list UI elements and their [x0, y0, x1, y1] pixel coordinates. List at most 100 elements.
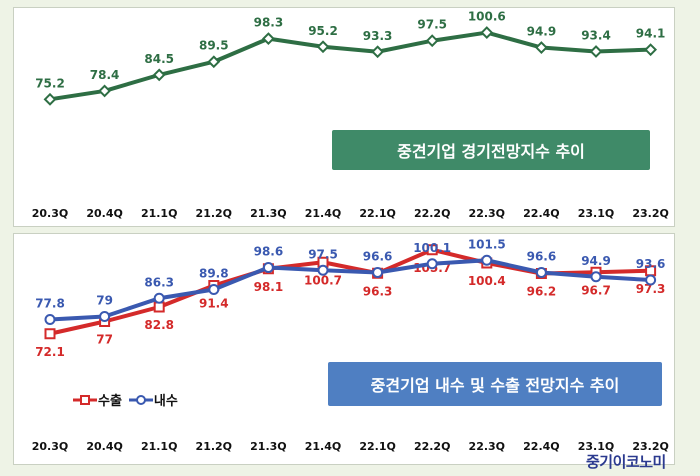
- top-chart-x-tick-label: 21.1Q: [140, 207, 178, 220]
- bottom-chart-x-tick-label: 20.3Q: [31, 440, 69, 453]
- top-chart-point-marker: [98, 84, 112, 98]
- domestic-export-line-chart: 72.17782.891.498.1100.796.3105.7100.496.…: [35, 237, 666, 359]
- top-chart-data-label: 78.4: [90, 68, 120, 82]
- top-chart-point-marker: [425, 34, 439, 48]
- domestic-series-line: [49, 258, 651, 322]
- bottom-chart-x-tick-label: 21.2Q: [195, 440, 233, 453]
- bottom-chart-x-tick-label: 22.1Q: [359, 440, 396, 453]
- top-chart-data-label: 93.4: [581, 28, 611, 42]
- export-point-marker: [153, 301, 165, 313]
- top-chart-title: 중견기업 경기전망지수 추이: [332, 130, 650, 170]
- top-chart-point-marker: [261, 32, 275, 46]
- top-chart-data-label: 95.2: [308, 24, 338, 38]
- export-data-label: 72.1: [35, 345, 65, 359]
- domestic-data-label: 77.8: [35, 297, 65, 311]
- top-chart-data-label: 75.2: [35, 76, 65, 90]
- top-chart-point-marker: [152, 68, 166, 82]
- domestic-point-marker: [372, 267, 384, 278]
- top-chart-data-label: 94.9: [527, 25, 557, 39]
- top-chart-data-label: 93.3: [363, 29, 393, 43]
- top-chart-series-line: [49, 30, 651, 102]
- legend-item-domestic: 내수: [128, 390, 178, 409]
- legend-export-label: 수출: [98, 394, 122, 409]
- domestic-data-label: 98.6: [254, 245, 284, 259]
- top-chart-x-tick-label: 21.4Q: [304, 207, 342, 220]
- top-chart-x-tick-label: 22.2Q: [413, 207, 451, 220]
- top-chart-x-tick-label: 22.1Q: [359, 207, 396, 220]
- domestic-data-label: 89.8: [199, 267, 229, 281]
- export-data-label: 96.3: [363, 284, 393, 298]
- export-data-label: 97.3: [636, 282, 666, 296]
- top-chart-point-marker: [207, 55, 221, 69]
- bottom-chart-x-tick-label: 22.2Q: [413, 440, 451, 453]
- domestic-point-marker: [208, 284, 220, 295]
- top-chart-data-label: 100.6: [468, 10, 506, 24]
- domestic-point-marker: [153, 292, 165, 304]
- bottom-chart-x-tick-label: 21.4Q: [304, 440, 342, 453]
- domestic-data-label: 101.5: [468, 237, 506, 251]
- top-chart-point-marker: [316, 40, 330, 54]
- top-chart-data-label: 98.3: [254, 16, 284, 30]
- export-data-label: 96.2: [527, 285, 557, 299]
- domestic-point-marker: [317, 264, 329, 276]
- top-chart-data-label: 97.5: [417, 18, 447, 32]
- domestic-point-marker: [590, 271, 602, 283]
- domestic-point-marker: [535, 267, 547, 278]
- top-chart-x-tick-label: 22.4Q: [523, 207, 560, 220]
- top-chart-x-tick-label: 21.2Q: [195, 207, 233, 220]
- domestic-point-marker: [481, 254, 493, 266]
- bottom-chart-x-tick-label: 23.2Q: [632, 440, 669, 453]
- bottom-chart-x-tick-label: 20.4Q: [86, 440, 123, 453]
- top-chart-x-tick-label: 20.4Q: [86, 207, 123, 220]
- domestic-data-label: 100.1: [413, 241, 451, 255]
- export-point-marker: [44, 328, 56, 340]
- bottom-chart-x-tick-label: 21.1Q: [140, 440, 178, 453]
- top-chart-data-label: 84.5: [144, 52, 174, 66]
- bottom-chart-title: 중견기업 내수 및 수출 전망지수 추이: [328, 362, 662, 406]
- domestic-point-marker: [645, 274, 657, 286]
- top-chart-point-marker: [589, 45, 603, 58]
- business-outlook-line-chart: 75.2 78.4 84.5 89.5 98.3 95.2 93.3 97.5 100.6 94.…: [35, 10, 666, 106]
- domestic-data-label: 97.5: [308, 247, 338, 261]
- top-chart-point-marker: [43, 92, 57, 106]
- export-series-line: [49, 247, 651, 336]
- domestic-point-marker: [44, 314, 56, 325]
- bottom-chart-x-tick-label: 23.1Q: [577, 440, 615, 453]
- export-data-label: 77: [96, 333, 113, 347]
- top-chart-point-marker: [480, 26, 494, 39]
- domestic-data-label: 96.6: [527, 250, 557, 264]
- bottom-chart-x-tick-label: 21.3Q: [250, 440, 287, 453]
- domestic-data-label: 79: [96, 294, 113, 308]
- bottom-chart-x-tick-label: 22.3Q: [468, 440, 506, 453]
- domestic-data-label: 94.9: [581, 254, 611, 268]
- legend-item-export: 수출: [72, 390, 122, 409]
- legend-domestic-label: 내수: [153, 394, 178, 409]
- export-data-label: 91.4: [199, 297, 229, 311]
- top-chart-data-label: 94.1: [636, 27, 666, 41]
- bottom-chart-x-tick-label: 22.4Q: [523, 440, 560, 453]
- bottom-chart-legend: 수출 내수: [72, 390, 184, 409]
- domestic-data-label: 96.6: [363, 250, 393, 264]
- domestic-data-label: 86.3: [144, 275, 174, 289]
- export-data-label: 82.8: [144, 318, 174, 332]
- top-chart-point-marker: [371, 45, 385, 59]
- export-data-label: 100.4: [468, 274, 506, 288]
- export-point-marker: [426, 244, 438, 256]
- domestic-point-marker: [262, 262, 274, 273]
- top-chart-panel: 75.2 78.4 84.5 89.5 98.3 95.2 93.3 97.5 100.6 94.…: [13, 7, 675, 227]
- domestic-point-marker: [99, 311, 111, 322]
- legend-domestic-swatch-icon: [128, 394, 153, 405]
- top-chart-x-tick-label: 22.3Q: [468, 207, 506, 220]
- top-chart-point-marker: [644, 43, 658, 57]
- top-chart-x-tick-label: 23.1Q: [577, 207, 615, 220]
- domestic-data-label: 93.6: [636, 257, 666, 271]
- top-chart-x-tick-label: 21.3Q: [250, 207, 287, 220]
- domestic-point-marker: [426, 258, 438, 270]
- export-data-label: 96.7: [581, 283, 611, 297]
- top-chart-point-marker: [534, 41, 548, 54]
- brand-logo: 중기이코노미: [586, 453, 666, 471]
- export-data-label: 100.7: [304, 273, 342, 287]
- legend-export-swatch-icon: [73, 394, 97, 405]
- export-data-label: 98.1: [254, 280, 284, 294]
- top-chart-x-tick-label: 20.3Q: [31, 207, 69, 220]
